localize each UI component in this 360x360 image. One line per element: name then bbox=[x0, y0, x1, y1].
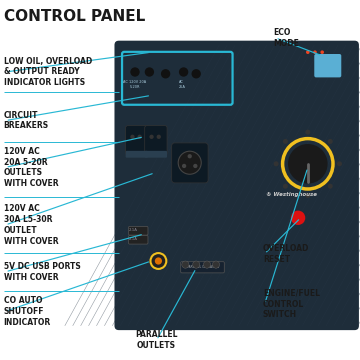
Circle shape bbox=[313, 50, 317, 54]
Text: ® Westinghouse: ® Westinghouse bbox=[266, 192, 317, 197]
Circle shape bbox=[305, 193, 310, 198]
Text: 120V AC
30A L5-30R
OUTLET
WITH COVER: 120V AC 30A L5-30R OUTLET WITH COVER bbox=[4, 204, 58, 246]
Circle shape bbox=[328, 139, 333, 144]
Text: AC
25A: AC 25A bbox=[178, 80, 185, 89]
Circle shape bbox=[291, 211, 305, 225]
Text: LOW OIL, OVERLOAD
& OUTPUT READY
INDICATOR LIGHTS: LOW OIL, OVERLOAD & OUTPUT READY INDICAT… bbox=[4, 57, 92, 87]
Circle shape bbox=[130, 135, 135, 139]
FancyBboxPatch shape bbox=[129, 235, 148, 244]
FancyBboxPatch shape bbox=[145, 151, 167, 158]
Circle shape bbox=[155, 257, 162, 265]
Text: 120V AC
20A 5-20R
OUTLETS
WITH COVER: 120V AC 20A 5-20R OUTLETS WITH COVER bbox=[4, 147, 58, 188]
FancyBboxPatch shape bbox=[126, 126, 148, 155]
FancyBboxPatch shape bbox=[126, 151, 148, 158]
Text: CO AUTO
SHUTOFF
INDICATOR: CO AUTO SHUTOFF INDICATOR bbox=[4, 296, 51, 327]
Text: ECO
MODE: ECO MODE bbox=[274, 28, 300, 48]
Text: CONTROL PANEL: CONTROL PANEL bbox=[4, 9, 145, 24]
Text: AC 120V 20A
5-20R: AC 120V 20A 5-20R bbox=[123, 80, 147, 89]
Circle shape bbox=[203, 261, 211, 268]
Circle shape bbox=[149, 135, 154, 139]
Circle shape bbox=[179, 67, 188, 77]
Circle shape bbox=[178, 151, 201, 174]
Circle shape bbox=[305, 130, 310, 135]
Circle shape bbox=[193, 261, 200, 268]
Circle shape bbox=[274, 161, 279, 166]
Text: ENGINE/FUEL
CONTROL
SWITCH: ENGINE/FUEL CONTROL SWITCH bbox=[263, 289, 320, 319]
FancyBboxPatch shape bbox=[114, 41, 359, 330]
Circle shape bbox=[192, 69, 201, 78]
Circle shape bbox=[212, 261, 220, 268]
Circle shape bbox=[145, 67, 154, 77]
Circle shape bbox=[182, 261, 189, 268]
FancyBboxPatch shape bbox=[172, 143, 208, 183]
Circle shape bbox=[283, 139, 288, 144]
Circle shape bbox=[328, 184, 333, 189]
Circle shape bbox=[130, 67, 140, 77]
Circle shape bbox=[320, 50, 324, 54]
FancyBboxPatch shape bbox=[129, 226, 148, 235]
Circle shape bbox=[193, 164, 198, 168]
FancyBboxPatch shape bbox=[145, 126, 167, 155]
Circle shape bbox=[337, 161, 342, 166]
Text: 2.1A: 2.1A bbox=[129, 228, 138, 232]
Circle shape bbox=[157, 135, 161, 139]
Circle shape bbox=[182, 164, 186, 168]
Circle shape bbox=[306, 50, 310, 54]
Circle shape bbox=[150, 253, 166, 269]
Circle shape bbox=[288, 144, 328, 184]
Circle shape bbox=[161, 69, 170, 78]
Circle shape bbox=[283, 184, 288, 189]
Text: CIRCUIT
BREAKERS: CIRCUIT BREAKERS bbox=[4, 111, 49, 130]
Text: PARALLEL
OUTLETS: PARALLEL OUTLETS bbox=[135, 330, 178, 350]
Text: OVERLOAD
RESET: OVERLOAD RESET bbox=[263, 244, 309, 264]
Text: PARALLEL OPERATION: PARALLEL OPERATION bbox=[186, 265, 219, 270]
Circle shape bbox=[188, 154, 192, 158]
Circle shape bbox=[138, 135, 142, 139]
FancyBboxPatch shape bbox=[314, 54, 341, 77]
FancyBboxPatch shape bbox=[126, 222, 150, 238]
Text: 2.1A: 2.1A bbox=[129, 237, 138, 241]
FancyBboxPatch shape bbox=[181, 262, 224, 273]
Text: 5V DC USB PORTS
WITH COVER: 5V DC USB PORTS WITH COVER bbox=[4, 262, 80, 282]
